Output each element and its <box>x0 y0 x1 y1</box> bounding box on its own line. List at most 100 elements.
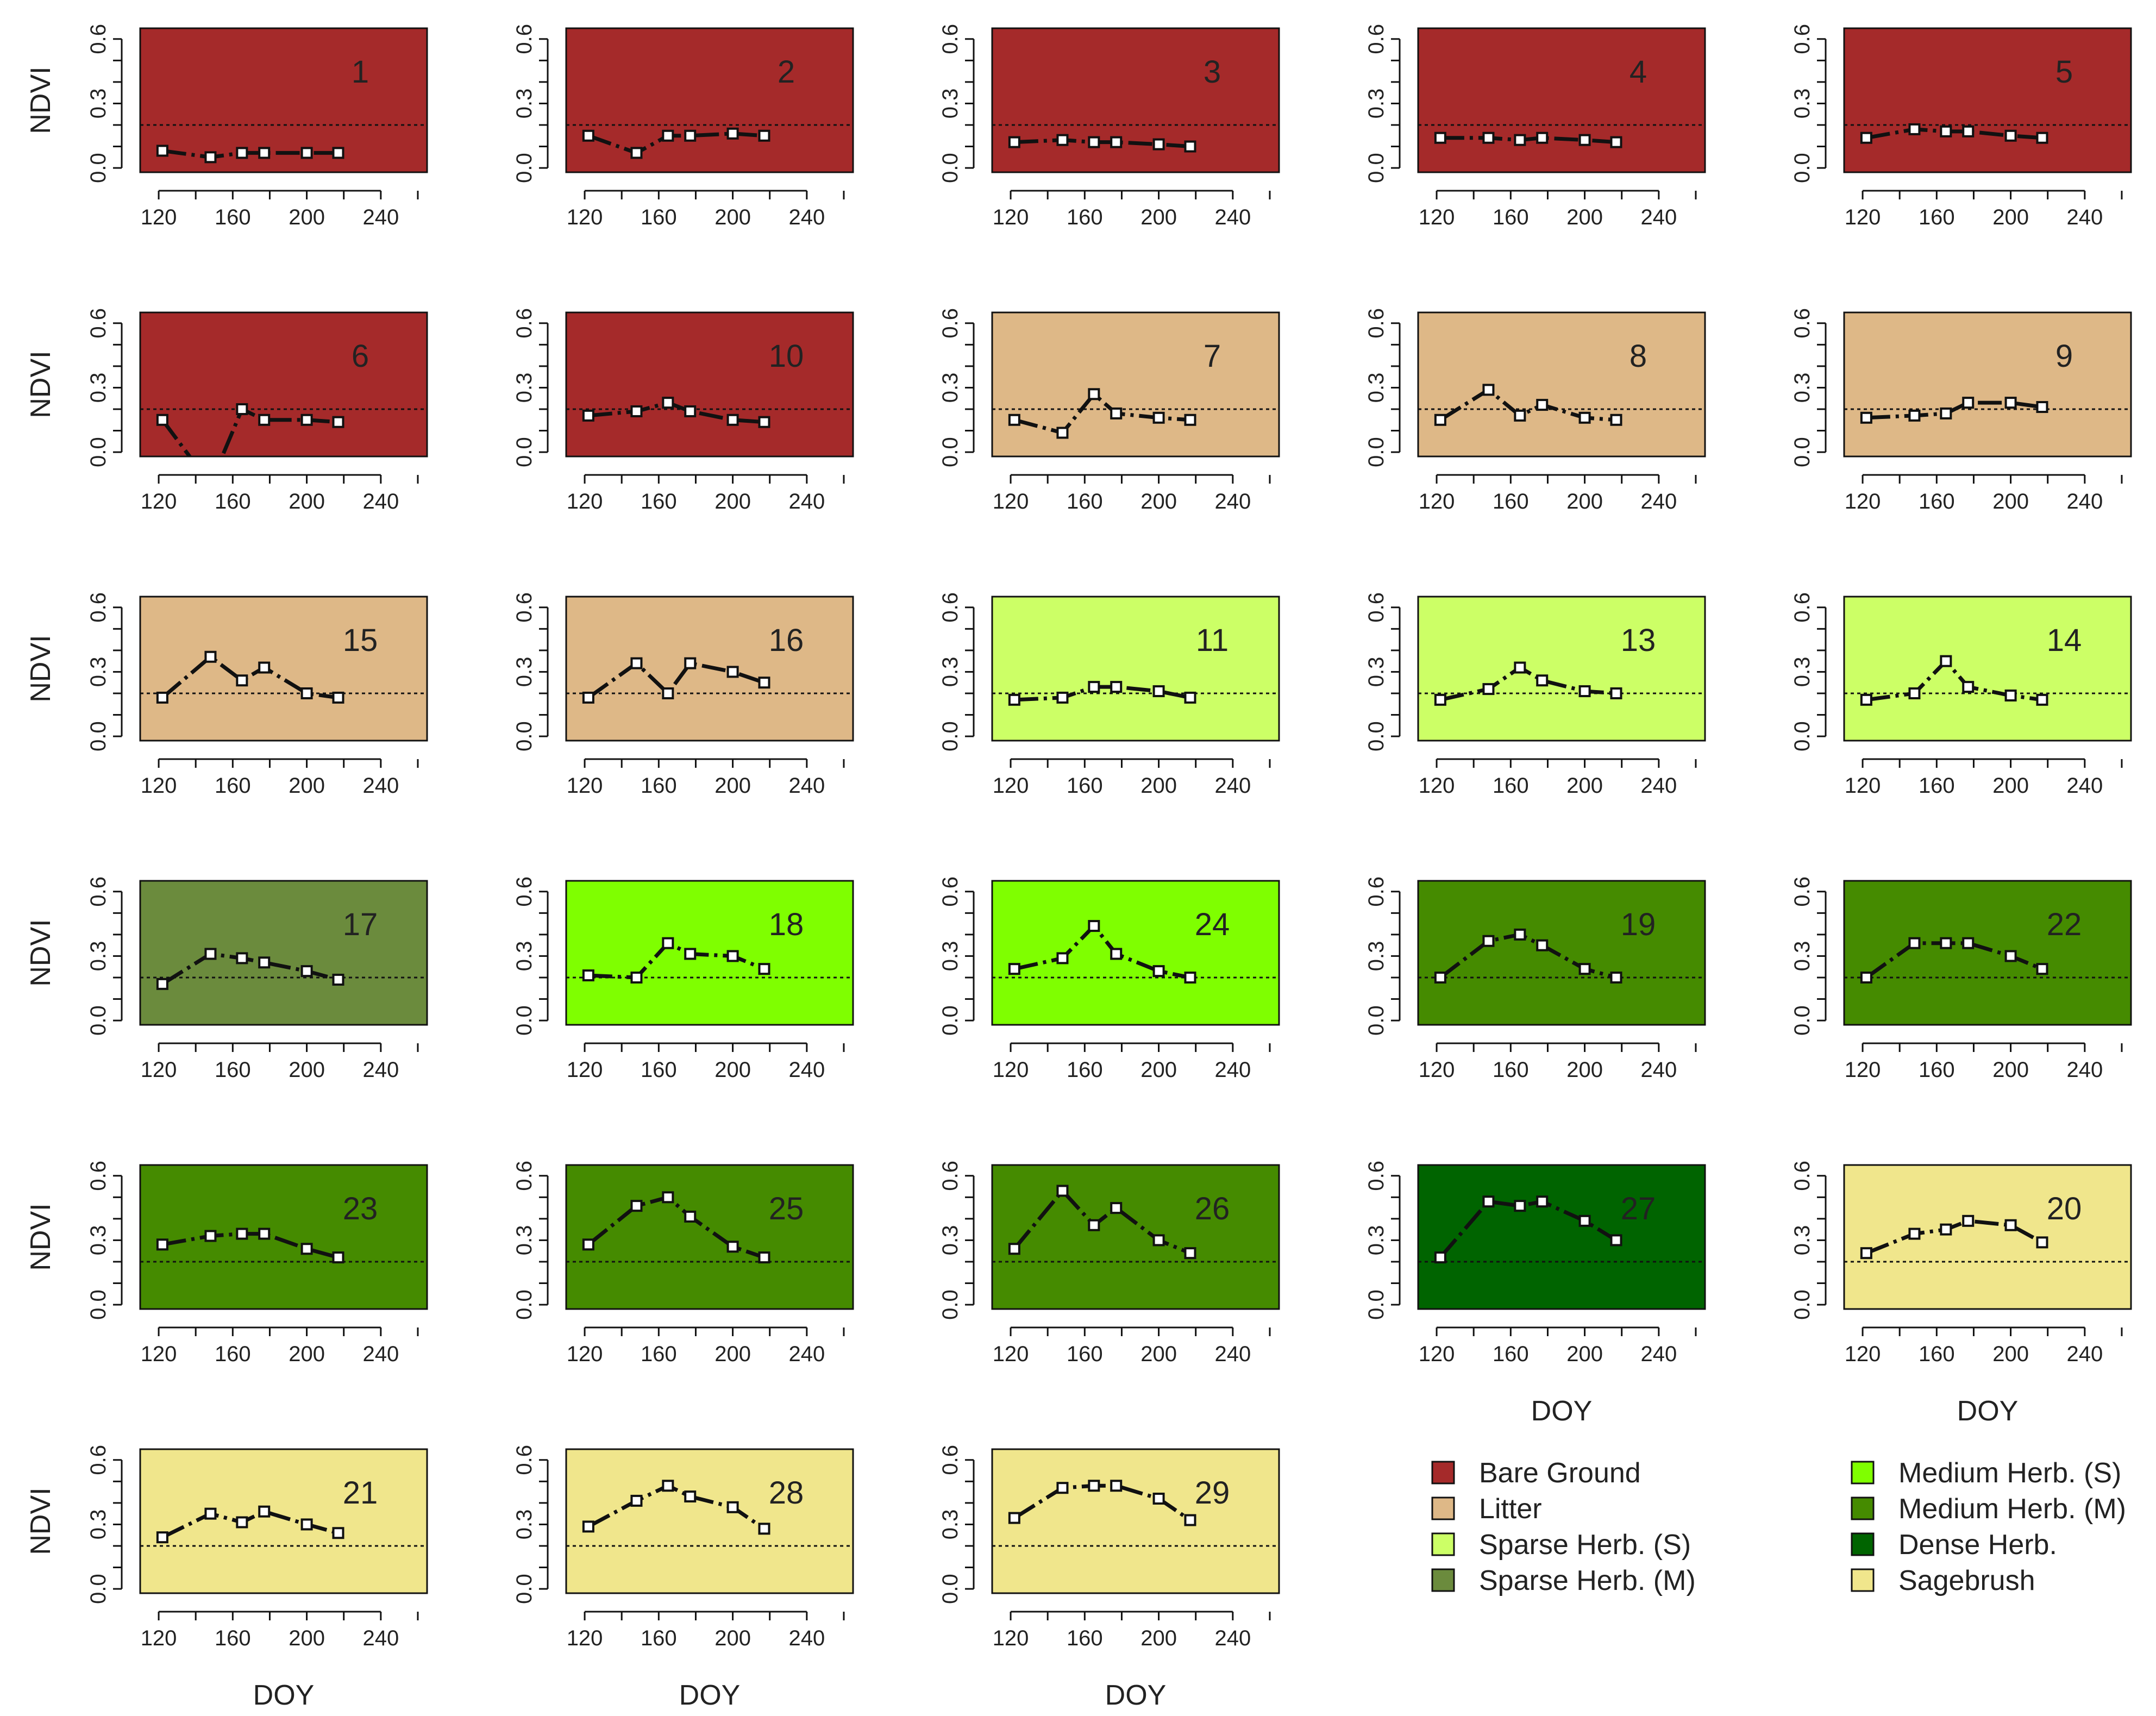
data-point <box>236 1516 248 1529</box>
panel-number: 4 <box>1629 54 1647 90</box>
panel-26: 26 120 160 200 240 0.0 0.3 0.6 <box>938 1161 1280 1366</box>
y-tick-label: 0.0 <box>1364 153 1388 183</box>
y-tick-label: 0.6 <box>1790 308 1814 339</box>
data-point <box>1434 1251 1446 1264</box>
y-tick-label: 0.3 <box>86 1510 110 1540</box>
panel-number: 13 <box>1621 623 1656 658</box>
panel-11: 11 120 160 200 240 0.0 0.3 0.6 <box>938 592 1280 798</box>
panel-15: 15 120 160 200 240 0.0 0.3 0.6 NDVI <box>25 592 428 798</box>
x-tick-label: 200 <box>715 1058 751 1082</box>
data-point <box>204 1507 217 1520</box>
data-point <box>236 1227 248 1240</box>
panel-13: 13 120 160 200 240 0.0 0.3 0.6 <box>1364 592 1706 798</box>
panel-background <box>566 28 853 172</box>
x-tick-label: 240 <box>362 774 399 798</box>
data-point <box>1940 407 1952 419</box>
y-tick-label: 0.0 <box>1364 1005 1388 1036</box>
y-axis-title: NDVI <box>25 66 57 134</box>
data-point <box>1008 693 1020 706</box>
panel-background <box>1418 597 1705 741</box>
x-tick-label: 120 <box>141 1626 177 1650</box>
x-tick-label: 200 <box>1992 774 2029 798</box>
x-tick-label: 120 <box>1419 1342 1455 1366</box>
data-point <box>300 965 313 978</box>
panel-frame <box>139 27 428 173</box>
data-point <box>726 666 739 678</box>
series-line <box>587 661 765 699</box>
x-tick-label: 240 <box>2066 774 2103 798</box>
data-point <box>1860 693 1872 706</box>
panel-28: 28 120 160 200 240 0.0 0.3 0.6 DOY <box>512 1445 854 1711</box>
data-point <box>1514 1200 1526 1212</box>
panel-frame <box>1417 311 1706 458</box>
data-point <box>758 129 770 142</box>
panel-number: 20 <box>2047 1191 2082 1226</box>
data-point <box>300 1518 313 1531</box>
y-tick-label: 0.6 <box>938 308 962 339</box>
x-tick-label: 160 <box>1493 1058 1529 1082</box>
panel-5: 5 120 160 200 240 0.0 0.3 0.6 <box>1790 24 2132 229</box>
x-axis-title: DOY <box>679 1680 741 1711</box>
y-tick-label: 0.0 <box>512 1005 536 1036</box>
panel-frame <box>1417 596 1706 742</box>
panel-number: 2 <box>778 54 795 90</box>
data-point <box>1514 661 1526 674</box>
legend-swatch <box>1431 1496 1455 1520</box>
x-tick-label: 120 <box>993 1342 1029 1366</box>
y-tick-label: 0.3 <box>938 941 962 972</box>
y-tick-label: 0.6 <box>512 24 536 54</box>
panel-background <box>992 1165 1279 1309</box>
data-point <box>1908 409 1921 422</box>
data-point <box>1056 427 1069 439</box>
data-point <box>1434 693 1446 706</box>
panel-background <box>140 597 427 741</box>
x-tick-label: 240 <box>1640 1342 1677 1366</box>
panel-frame <box>565 27 854 173</box>
data-point <box>1536 131 1549 144</box>
x-tick-label: 120 <box>567 774 603 798</box>
panel-frame <box>1843 596 2132 742</box>
data-point <box>1860 411 1872 424</box>
x-tick-label: 120 <box>993 1058 1029 1082</box>
data-point <box>1088 388 1100 400</box>
x-tick-label: 160 <box>215 1058 251 1082</box>
data-point <box>332 147 344 159</box>
x-tick-label: 240 <box>2066 1058 2103 1082</box>
panel-frame <box>1417 27 1706 173</box>
data-point <box>2004 397 2017 409</box>
panel-number: 21 <box>343 1475 378 1511</box>
data-point <box>758 1523 770 1535</box>
x-tick-label: 200 <box>289 1626 325 1650</box>
x-tick-label: 240 <box>1214 1058 1251 1082</box>
data-point <box>1578 1214 1591 1227</box>
data-point <box>1110 1202 1123 1214</box>
panel-17: 17 120 160 200 240 0.0 0.3 0.6 NDVI <box>25 876 428 1082</box>
data-point <box>2036 693 2048 706</box>
x-tick-label: 120 <box>993 1626 1029 1650</box>
x-tick-label: 120 <box>1845 1058 1881 1082</box>
x-tick-label: 240 <box>1640 1058 1677 1082</box>
data-point <box>1008 963 1020 975</box>
panel-number: 11 <box>1196 623 1229 658</box>
data-point <box>1434 414 1446 426</box>
data-point <box>684 129 697 142</box>
y-axis-title: NDVI <box>25 1203 57 1270</box>
x-tick-label: 120 <box>1845 205 1881 229</box>
x-tick-label: 160 <box>215 490 251 513</box>
x-tick-label: 200 <box>1992 1058 2029 1082</box>
data-point <box>1962 1214 1975 1227</box>
y-tick-label: 0.3 <box>938 1225 962 1256</box>
y-tick-label: 0.0 <box>1790 153 1814 183</box>
panel-1: 1 120 160 200 240 0.0 0.3 0.6 NDVI <box>25 24 428 229</box>
x-tick-label: 160 <box>1067 1626 1103 1650</box>
panel-background <box>140 1449 427 1593</box>
x-tick-label: 160 <box>1067 490 1103 513</box>
panel-number: 19 <box>1621 907 1656 942</box>
x-axis-title: DOY <box>1957 1395 2019 1427</box>
y-tick-label: 0.3 <box>1364 89 1388 119</box>
panel-frame <box>565 311 854 458</box>
data-point <box>1610 414 1622 426</box>
data-point <box>1008 414 1020 426</box>
x-tick-label: 240 <box>788 1342 825 1366</box>
data-point <box>1184 1247 1196 1260</box>
